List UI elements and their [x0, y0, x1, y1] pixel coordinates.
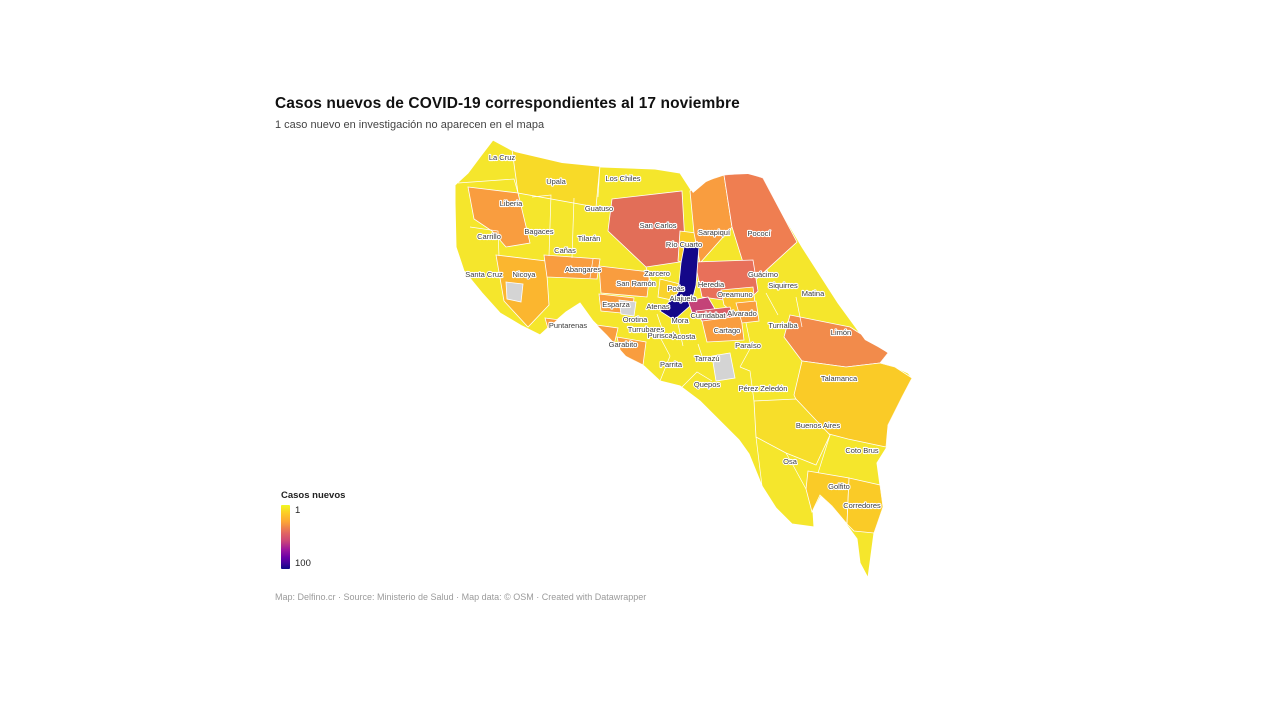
canton-border-10 — [681, 371, 713, 388]
canton-label-los-chiles: Los Chiles — [605, 174, 640, 183]
canton-label-para-so: Paraíso — [735, 341, 761, 350]
canton-label-alvarado: Alvarado — [727, 309, 757, 318]
canton-label-po-s: Poás — [667, 284, 684, 293]
canton-label-tarraz-: Tarrazú — [694, 354, 719, 363]
canton-label-tilar-n: Tilarán — [578, 234, 601, 243]
canton-label-garabito: Garabito — [609, 340, 638, 349]
canton-border-0 — [457, 178, 519, 194]
legend-min-label: 1 — [295, 505, 301, 516]
canton-label-guatuso: Guatuso — [585, 204, 613, 213]
canton-border-5 — [645, 266, 652, 286]
canton-label-zarcero: Zarcero — [644, 269, 670, 278]
region-san-ramon[interactable] — [598, 265, 651, 298]
region-abangares[interactable] — [543, 254, 601, 280]
canton-label-heredia: Heredia — [698, 280, 725, 289]
choropleth-map[interactable]: La Cruz Upala Los Chiles Liberia Guatuso San … — [450, 135, 920, 585]
canton-border-6 — [589, 258, 594, 279]
region-san-carlos[interactable] — [607, 190, 687, 268]
canton-border-11 — [659, 338, 671, 382]
canton-label-abangares: Abangares — [565, 265, 602, 274]
canton-label-upala: Upala — [546, 177, 566, 186]
canton-label-santa-cruz: Santa Cruz — [465, 270, 503, 279]
costa-rica-map[interactable]: La Cruz Upala Los Chiles Liberia Guatuso San … — [450, 135, 920, 585]
canton-label-orotina: Orotina — [623, 315, 648, 324]
canton-label-ca-as: Cañas — [554, 246, 576, 255]
region-san-mateo[interactable] — [618, 299, 637, 317]
canton-label-puntarenas: Puntarenas — [549, 321, 588, 330]
canton-label-r-o-cuarto: Río Cuarto — [666, 240, 702, 249]
canton-border-14 — [656, 313, 665, 335]
region-alvarado[interactable] — [735, 300, 760, 324]
chart-title: Casos nuevos de COVID-19 correspondiente… — [275, 95, 740, 112]
canton-border-17 — [785, 452, 807, 490]
canton-border-18 — [817, 434, 831, 474]
canton-label-p-rez-zeled-n: Pérez Zeledón — [739, 384, 788, 393]
canton-label-alajuela: Alajuela — [670, 294, 698, 303]
canton-label-oreamuno: Oreamuno — [717, 290, 752, 299]
canton-label-turrialba: Turrialba — [768, 321, 798, 330]
region-garabito[interactable] — [616, 336, 647, 366]
canton-border-15 — [739, 366, 755, 402]
region-cartago[interactable] — [701, 315, 745, 343]
legend-gradient-bar — [281, 505, 290, 569]
canton-label-lim-n: Limón — [831, 328, 851, 337]
canton-label-golfito: Golfito — [828, 482, 850, 491]
canton-label-sarapiqu-: Sarapiquí — [698, 228, 731, 237]
canton-label-cartago: Cartago — [714, 326, 741, 335]
canton-border-4 — [469, 226, 500, 257]
canton-label-nicoya: Nicoya — [513, 270, 537, 279]
canton-label-bagaces: Bagaces — [524, 227, 553, 236]
canton-label-corredores: Corredores — [843, 501, 881, 510]
region-hojancha[interactable] — [505, 281, 524, 303]
canton-label-gu-cimo: Guácimo — [748, 270, 778, 279]
attribution-footer: Map: Delfino.cr · Source: Ministerio de … — [275, 592, 647, 602]
canton-label-liberia: Liberia — [500, 199, 523, 208]
canton-border-8 — [765, 292, 779, 316]
legend-max-label: 100 — [295, 558, 311, 569]
canton-border-3 — [597, 164, 601, 198]
canton-label-carrillo: Carrillo — [477, 232, 501, 241]
canton-label-puriscal: Puriscal — [648, 331, 675, 340]
canton-border-2 — [571, 197, 575, 259]
canton-border-7 — [739, 322, 752, 368]
canton-label-pococ-: Pococí — [748, 229, 772, 238]
canton-label-san-carlos: San Carlos — [639, 221, 676, 230]
canton-label-mora: Mora — [671, 316, 689, 325]
canton-label-la-cruz: La Cruz — [489, 153, 516, 162]
region-dota[interactable] — [711, 352, 736, 382]
canton-label-osa: Osa — [783, 457, 798, 466]
canton-label-buenos-aires: Buenos Aires — [796, 421, 840, 430]
canton-label-acosta: Acosta — [673, 332, 697, 341]
canton-label-curridabat: Curridabat — [690, 311, 726, 320]
canton-label-matina: Matina — [802, 289, 825, 298]
legend-title: Casos nuevos — [281, 490, 346, 501]
canton-label-turrubares: Turrubares — [628, 325, 665, 334]
canton-label-siquirres: Siquirres — [768, 281, 798, 290]
canton-border-16 — [755, 436, 763, 487]
canton-label-talamanca: Talamanca — [821, 374, 858, 383]
canton-border-1 — [531, 194, 552, 257]
canton-label-atenas: Atenas — [646, 302, 670, 311]
canton-label-parrita: Parrita — [660, 360, 683, 369]
legend: Casos nuevos 1 100 — [281, 490, 345, 569]
canton-border-13 — [677, 323, 684, 347]
canton-border-12 — [697, 343, 703, 357]
chart-subtitle: 1 caso nuevo en investigación no aparece… — [275, 119, 545, 131]
canton-label-esparza: Esparza — [602, 300, 630, 309]
canton-border-9 — [795, 296, 803, 328]
canton-label-quepos: Quepos — [694, 380, 721, 389]
canton-label-coto-brus: Coto Brus — [845, 446, 879, 455]
canton-label-san-ram-n: San Ramón — [616, 279, 656, 288]
region-corredores[interactable] — [846, 477, 884, 534]
